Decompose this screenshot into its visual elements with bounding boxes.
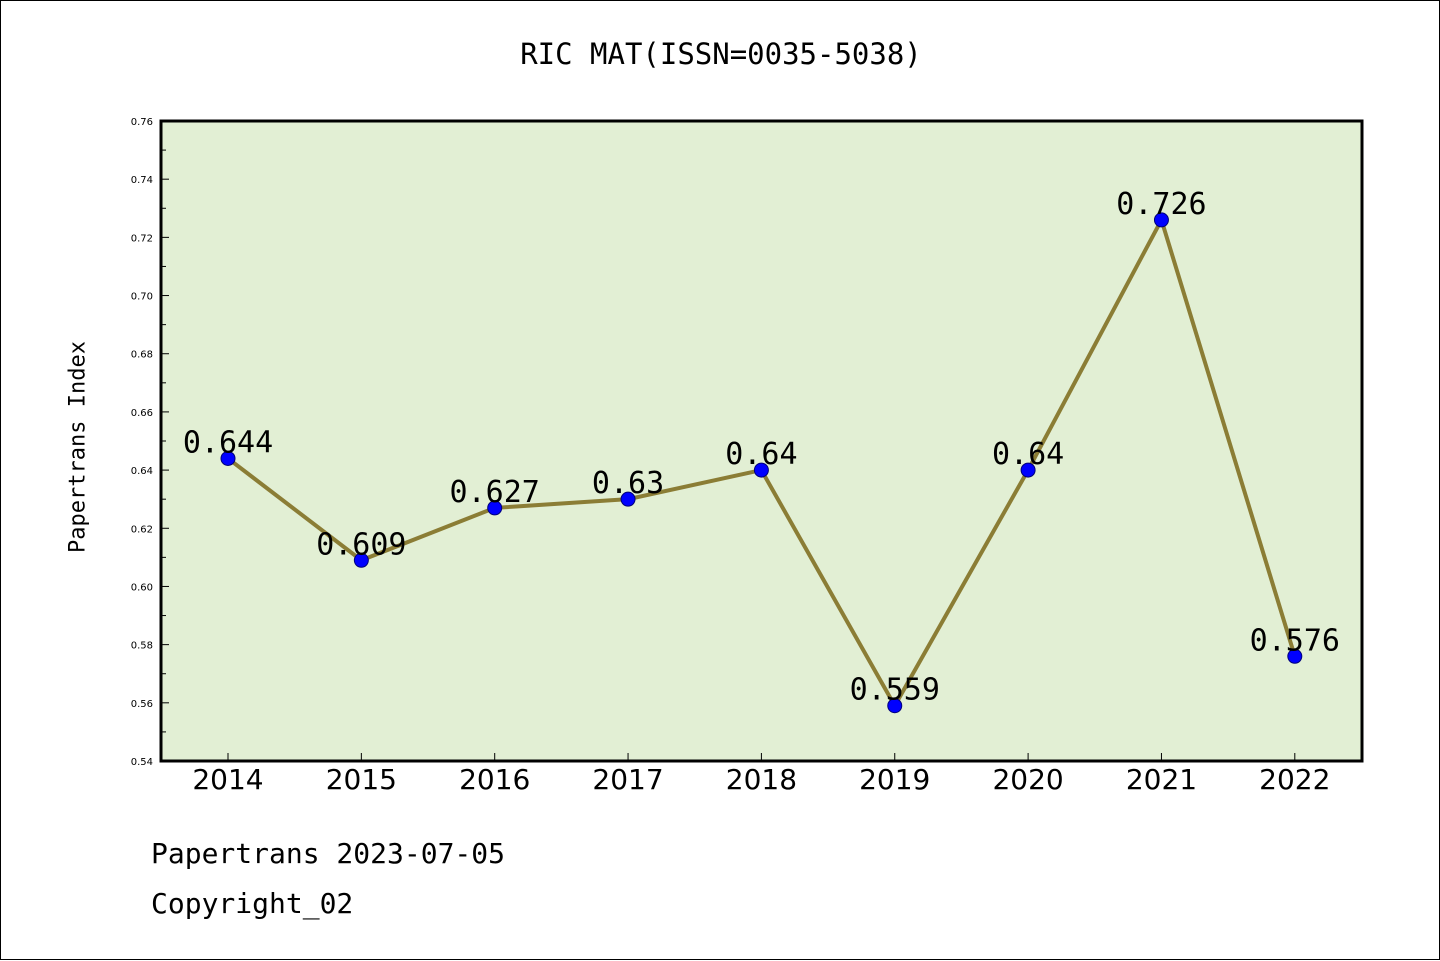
footer-date: Papertrans 2023-07-05: [151, 837, 506, 870]
y-tick-label: 0.62: [131, 524, 153, 535]
data-point: [887, 698, 903, 714]
y-tick-label: 0.54: [131, 757, 153, 768]
data-labels: 0.644 0.609 0.627 0.63 0.64 0.559 0.64 0.726 0.5…: [183, 187, 1340, 708]
x-tick-label: 2019: [859, 763, 930, 796]
data-label: 0.64: [992, 437, 1064, 472]
data-point: [220, 450, 236, 466]
x-tick-label: 2014: [192, 763, 263, 796]
data-point: [620, 491, 636, 507]
x-tick-label: 2022: [1259, 763, 1330, 796]
x-tick-label: 2018: [726, 763, 797, 796]
x-axis-ticks: 2014 2015 2016 2017 2018 2019 2020 2021 2022: [192, 753, 1330, 796]
data-label: 0.726: [1116, 187, 1206, 222]
data-label: 0.644: [183, 425, 273, 460]
x-tick-label: 2016: [459, 763, 530, 796]
plot-border: [159, 119, 1364, 763]
data-label: 0.64: [725, 437, 797, 472]
y-tick-label: 0.58: [131, 641, 153, 652]
data-point: [487, 500, 503, 516]
y-tick-label: 0.66: [131, 408, 153, 419]
y-tick-label: 0.56: [131, 699, 153, 710]
y-tick-label: 0.60: [131, 582, 153, 593]
y-tick-label: 0.70: [131, 292, 153, 303]
data-point: [1287, 648, 1303, 664]
y-tick-label: 0.76: [131, 117, 153, 128]
y-tick-label: 0.64: [131, 466, 153, 477]
y-axis-ticks: 0.54 0.56 0.58 0.60 0.62 0.64 0.66 0.68 0.70 0.72…: [131, 117, 169, 768]
data-markers: [220, 212, 1303, 714]
x-tick-label: 2021: [1126, 763, 1197, 796]
y-tick-label: 0.72: [131, 233, 153, 244]
data-label: 0.63: [592, 466, 664, 501]
chart-title: RIC MAT(ISSN=0035-5038): [520, 37, 922, 71]
data-label: 0.576: [1250, 623, 1340, 658]
data-label: 0.559: [850, 673, 940, 708]
data-point: [753, 462, 769, 478]
data-point: [1020, 462, 1036, 478]
y-tick-label: 0.74: [131, 175, 153, 186]
x-tick-label: 2015: [326, 763, 397, 796]
data-point: [1153, 212, 1169, 228]
data-label: 0.627: [450, 475, 540, 510]
data-label: 0.609: [316, 527, 406, 562]
footer-copyright: Copyright_02: [151, 887, 354, 920]
data-point: [353, 552, 369, 568]
x-tick-label: 2017: [592, 763, 663, 796]
y-tick-label: 0.68: [131, 350, 153, 361]
x-tick-label: 2020: [992, 763, 1063, 796]
